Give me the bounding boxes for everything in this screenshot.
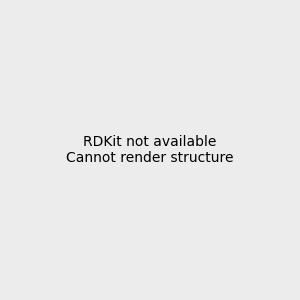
Text: RDKit not available
Cannot render structure: RDKit not available Cannot render struct… — [66, 135, 234, 165]
